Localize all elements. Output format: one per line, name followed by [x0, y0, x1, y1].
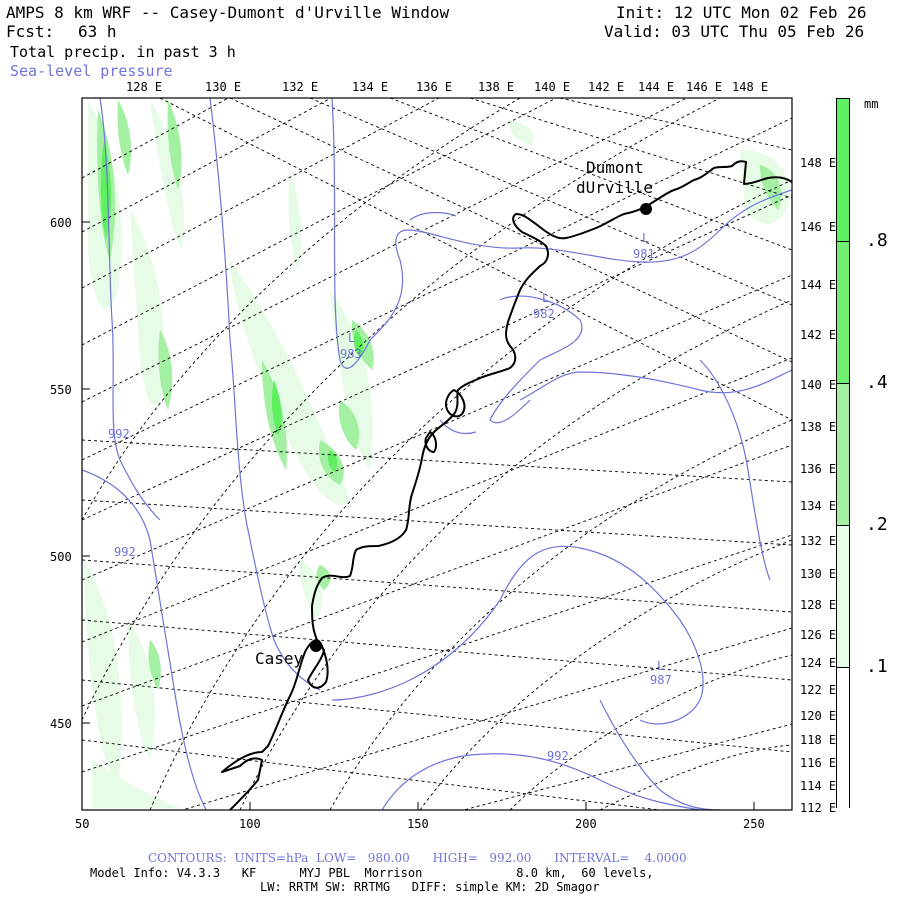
- physics-info: LW: RRTM SW: RRTMG DIFF: simple KM: 2D S…: [260, 880, 600, 894]
- top-axis-label: 146 E: [686, 80, 723, 94]
- right-axis-label: 112 E: [800, 801, 837, 815]
- left-axis-label: 600: [50, 216, 72, 230]
- right-axis-label: 144 E: [800, 278, 837, 292]
- station-markers: [310, 203, 652, 652]
- colorbar-segment-01: [837, 525, 849, 668]
- pressure-contours: [82, 98, 792, 810]
- colorbar-label: .1: [866, 656, 888, 677]
- precip-shading: [84, 100, 790, 808]
- top-axis-label: 148 E: [732, 80, 769, 94]
- top-axis-label: 132 E: [282, 80, 319, 94]
- dumont-durville-marker: [640, 203, 652, 215]
- pressure-value-label: 982: [533, 307, 555, 321]
- top-axis-label: 144 E: [638, 80, 675, 94]
- pressure-value-label: 992: [547, 749, 569, 763]
- colorbar-segment-00: [837, 667, 849, 808]
- left-axis-label: 450: [50, 717, 72, 731]
- right-axis-label: 140 E: [800, 378, 837, 392]
- right-axis-label: 142 E: [800, 328, 837, 342]
- pressure-low-marker: L: [642, 231, 650, 245]
- field-precip-label: Total precip. in past 3 h: [10, 43, 236, 61]
- right-axis-label: 132 E: [800, 534, 837, 548]
- station-label-durville: dUrville: [576, 178, 654, 197]
- right-axis-label: 136 E: [800, 462, 837, 476]
- right-axis-label: 138 E: [800, 420, 837, 434]
- bottom-axis-label: 150: [407, 817, 429, 831]
- colorbar-segment-08: [837, 99, 849, 241]
- right-axis-label: 134 E: [800, 499, 837, 513]
- right-axis-label: 148 E: [800, 156, 837, 170]
- right-axis-label: 118 E: [800, 733, 837, 747]
- pressure-low-marker: L: [348, 331, 356, 345]
- colorbar-label: .8: [866, 230, 888, 251]
- pressure-value-label: 987: [650, 673, 672, 687]
- right-axis-label: 116 E: [800, 756, 837, 770]
- pressure-value-label: 992: [108, 427, 130, 441]
- right-axis-label: 130 E: [800, 567, 837, 581]
- right-axis-label: 120 E: [800, 709, 837, 723]
- top-axis-label: 140 E: [534, 80, 571, 94]
- colorbar-segment-04: [837, 241, 849, 384]
- pressure-value-label: 983: [340, 347, 362, 361]
- bottom-axis-label: 250: [743, 817, 765, 831]
- station-label-casey: Casey: [255, 649, 304, 668]
- top-axis-label: 142 E: [588, 80, 625, 94]
- colorbar-segment-02: [837, 383, 849, 526]
- bottom-axis-label: 50: [75, 817, 90, 831]
- field-slp-label: Sea-level pressure: [10, 62, 173, 80]
- pressure-low-marker: L: [657, 659, 665, 673]
- init-time: Init: 12 UTC Mon 02 Feb 26: [616, 3, 867, 22]
- pressure-low-marker: L: [542, 291, 550, 305]
- coastline: [221, 160, 792, 810]
- model-info: Model Info: V4.3.3 KF MYJ PBL Morrison 8…: [90, 866, 654, 880]
- right-axis-label: 128 E: [800, 598, 837, 612]
- left-axis-label: 550: [50, 383, 72, 397]
- station-label-dumont: Dumont: [586, 158, 644, 177]
- left-axis-label: 500: [50, 550, 72, 564]
- bottom-axis-label: 200: [575, 817, 597, 831]
- bottom-axis-label: 100: [239, 817, 261, 831]
- graticule: [82, 98, 792, 810]
- pressure-value-label: 981: [633, 247, 655, 261]
- top-axis-label: 128 E: [126, 80, 163, 94]
- forecast-hour: 63 h: [78, 22, 117, 41]
- top-axis-label: 130 E: [205, 80, 242, 94]
- top-axis-label: 138 E: [478, 80, 515, 94]
- right-axis-label: 146 E: [800, 220, 837, 234]
- precip-colorbar: [836, 98, 850, 808]
- top-axis-label: 134 E: [352, 80, 389, 94]
- contour-info: CONTOURS: UNITS=hPa LOW= 980.00 HIGH= 99…: [148, 851, 687, 865]
- colorbar-unit: mm: [864, 97, 879, 111]
- right-axis-label: 126 E: [800, 628, 837, 642]
- casey-marker: [310, 640, 322, 652]
- forecast-label: Fcst:: [6, 22, 55, 41]
- top-axis-label: 136 E: [416, 80, 453, 94]
- colorbar-label: .4: [866, 372, 888, 393]
- pressure-value-label: 992: [114, 545, 136, 559]
- right-axis-label: 124 E: [800, 656, 837, 670]
- right-axis-label: 122 E: [800, 683, 837, 697]
- valid-time: Valid: 03 UTC Thu 05 Feb 26: [604, 22, 865, 41]
- map-title: AMPS 8 km WRF -- Casey-Dumont d'Urville …: [6, 3, 450, 22]
- colorbar-label: .2: [866, 514, 888, 535]
- right-axis-label: 114 E: [800, 779, 837, 793]
